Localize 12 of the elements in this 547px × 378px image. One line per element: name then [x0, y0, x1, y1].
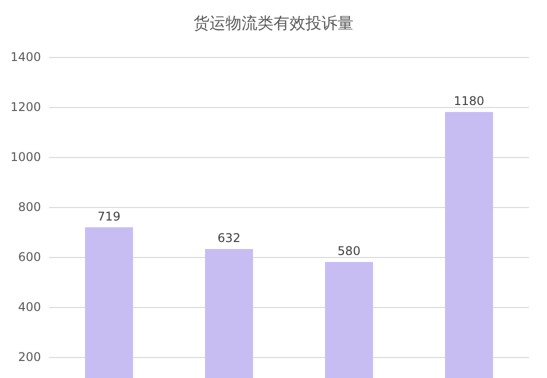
y-tick-label: 1000	[10, 150, 41, 164]
chart-title: 货运物流类有效投诉量	[194, 14, 354, 32]
data-label: 1180	[454, 94, 484, 108]
y-tick-label: 800	[18, 200, 41, 214]
data-label: 580	[338, 244, 360, 258]
y-tick-label: 1400	[10, 50, 41, 64]
data-label: 719	[98, 209, 120, 224]
y-tick-label: 600	[18, 250, 41, 264]
y-tick-label: 1200	[10, 100, 41, 114]
data-label: 632	[218, 231, 240, 245]
y-tick-label: 400	[18, 300, 41, 314]
y-tick-label: 200	[18, 350, 41, 364]
